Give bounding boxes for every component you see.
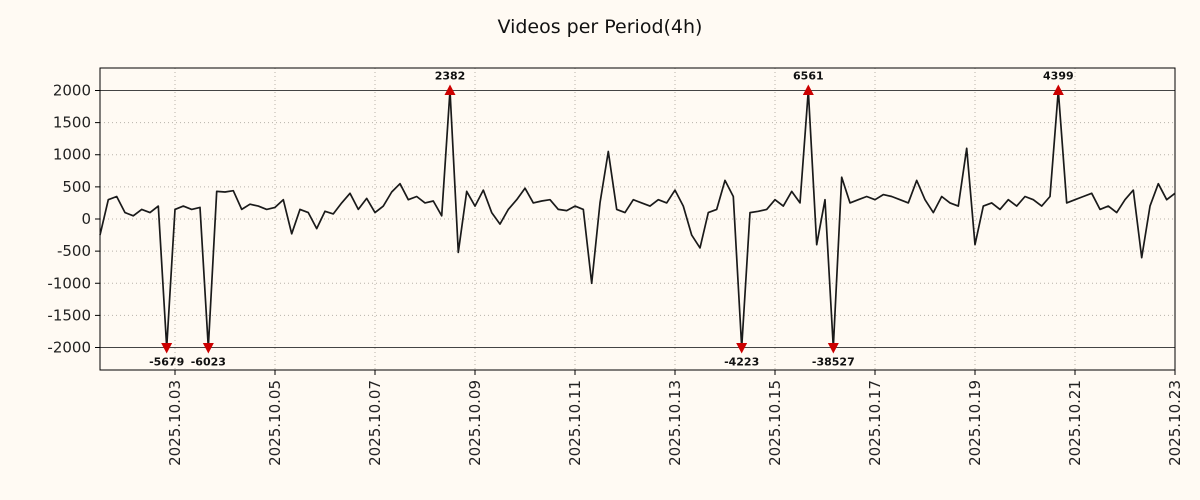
y-tick-label: 0 [81, 210, 91, 228]
clip-marker-down [827, 343, 839, 354]
x-tick-label: 2025.10.13 [666, 380, 684, 466]
x-tick-label: 2025.10.17 [866, 380, 884, 466]
y-tick-label: 2000 [53, 81, 91, 99]
clip-marker-up [1052, 84, 1064, 95]
clip-marker-down [202, 343, 214, 354]
clip-marker-down [161, 343, 173, 354]
annotation-label: -38527 [812, 356, 855, 369]
annotation-label: 4399 [1043, 69, 1074, 82]
series-line [99, 89, 1176, 349]
y-tick-label: -500 [57, 242, 91, 260]
x-tick-label: 2025.10.05 [266, 380, 284, 466]
y-tick-label: 1000 [53, 146, 91, 164]
annotation-label: 6561 [793, 69, 824, 82]
x-tick-label: 2025.10.23 [1166, 380, 1184, 466]
x-tick-label: 2025.10.11 [566, 380, 584, 466]
y-tick-label: -1500 [47, 306, 91, 324]
annotation-label: -6023 [191, 356, 226, 369]
x-tick-label: 2025.10.07 [366, 380, 384, 466]
y-tick-label: -2000 [47, 339, 91, 357]
chart-title: Videos per Period(4h) [497, 16, 703, 38]
annotation-label: -5679 [149, 356, 184, 369]
annotation-label: 2382 [435, 69, 466, 82]
x-tick-label: 2025.10.21 [1066, 380, 1084, 466]
x-tick-label: 2025.10.15 [766, 380, 784, 466]
annotation-label: -4223 [724, 356, 759, 369]
clip-marker-up [444, 84, 456, 95]
plot-border [99, 67, 1176, 371]
x-tick-label: 2025.10.03 [166, 380, 184, 466]
y-tick-label: -1000 [47, 274, 91, 292]
clip-marker-up [802, 84, 814, 95]
x-tick-label: 2025.10.19 [966, 380, 984, 466]
clip-marker-down [736, 343, 748, 354]
y-tick-label: 1500 [53, 114, 91, 132]
y-tick-label: 500 [62, 178, 91, 196]
x-tick-label: 2025.10.09 [466, 380, 484, 466]
